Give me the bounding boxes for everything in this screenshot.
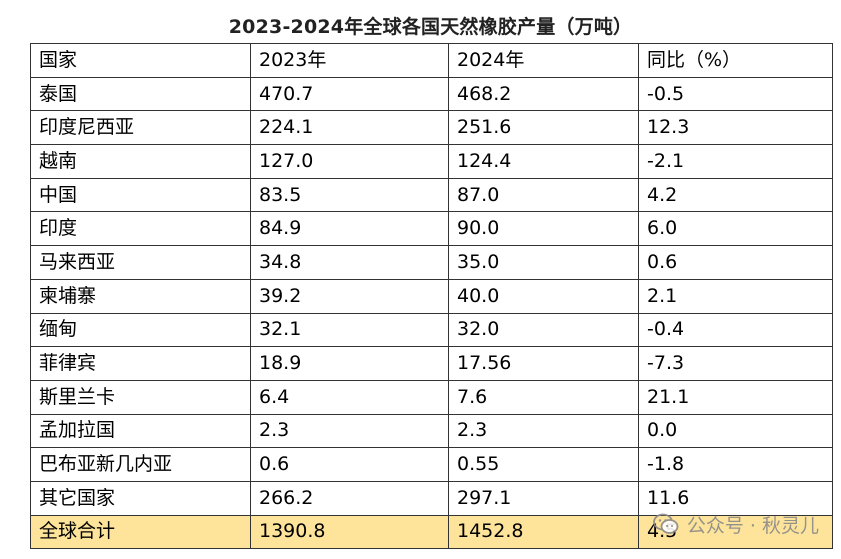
watermark: 公众号 · 秋灵儿 — [652, 510, 819, 538]
cell-year-2023: 127.0 — [250, 144, 449, 179]
cell-year-2023: 2.3 — [250, 413, 449, 449]
table-row: 马来西亚 34.8 35.0 0.6 — [30, 245, 833, 280]
cell-country: 印度尼西亚 — [30, 110, 251, 146]
table-row: 斯里兰卡 6.4 7.6 21.1 — [30, 379, 833, 415]
cell-country: 马来西亚 — [30, 245, 251, 280]
cell-country: 中国 — [30, 177, 251, 213]
cell-country: 越南 — [30, 144, 251, 179]
cell-yoy-change: 6.0 — [638, 211, 833, 247]
cell-yoy-change: -1.8 — [638, 447, 833, 482]
cell-year-2023: 2023年 — [250, 43, 449, 78]
cell-yoy-change: 11.6 — [638, 480, 833, 516]
cell-year-2023: 83.5 — [250, 177, 449, 213]
table-header-row: 国家 2023年 2024年 同比（%） — [30, 43, 833, 78]
cell-country: 缅甸 — [30, 312, 251, 348]
cell-yoy-change: 12.3 — [638, 110, 833, 146]
table-row: 巴布亚新几内亚 0.6 0.55 -1.8 — [30, 447, 833, 482]
cell-year-2024: 2.3 — [448, 413, 639, 449]
cell-year-2023: 266.2 — [250, 480, 449, 516]
production-table: 国家 2023年 2024年 同比（%） 泰国 470.7 468.2 -0.5 印度尼西亚 22… — [30, 43, 833, 550]
table-total-row: 全球合计 1390.8 1452.8 4.5 — [30, 514, 833, 550]
cell-year-2023: 34.8 — [250, 245, 449, 280]
cell-year-2024: 87.0 — [448, 177, 639, 213]
cell-year-2024: 90.0 — [448, 211, 639, 247]
cell-yoy-change: 同比（%） — [638, 43, 833, 78]
table-row: 柬埔寨 39.2 40.0 2.1 — [30, 278, 833, 314]
cell-yoy-change: -2.1 — [638, 144, 833, 179]
cell-year-2023: 84.9 — [250, 211, 449, 247]
table-row: 印度 84.9 90.0 6.0 — [30, 211, 833, 247]
wechat-icon — [652, 513, 679, 534]
cell-year-2023: 18.9 — [250, 346, 449, 381]
cell-year-2024: 297.1 — [448, 480, 639, 516]
table-row: 中国 83.5 87.0 4.2 — [30, 177, 833, 213]
table-row: 孟加拉国 2.3 2.3 0.0 — [30, 413, 833, 449]
cell-country: 孟加拉国 — [30, 413, 251, 449]
cell-country: 斯里兰卡 — [30, 379, 251, 415]
cell-yoy-change: -7.3 — [638, 346, 833, 381]
table-row: 其它国家 266.2 297.1 11.6 — [30, 480, 833, 516]
cell-year-2023: 32.1 — [250, 312, 449, 348]
cell-country: 柬埔寨 — [30, 278, 251, 314]
cell-year-2024: 468.2 — [448, 76, 639, 112]
cell-year-2024: 124.4 — [448, 144, 639, 179]
table-row: 缅甸 32.1 32.0 -0.4 — [30, 312, 833, 348]
watermark-text: 公众号 · 秋灵儿 — [686, 514, 819, 537]
cell-country: 国家 — [30, 43, 251, 78]
cell-yoy-change: -0.4 — [638, 312, 833, 348]
cell-yoy-change: -0.5 — [638, 76, 833, 112]
page-title: 2023-2024年全球各国天然橡胶产量（万吨） — [228, 16, 633, 38]
table-row: 印度尼西亚 224.1 251.6 12.3 — [30, 110, 833, 146]
cell-yoy-change: 4.2 — [638, 177, 833, 213]
cell-year-2023: 39.2 — [250, 278, 449, 314]
cell-year-2024: 17.56 — [448, 346, 639, 381]
cell-country: 泰国 — [30, 76, 251, 112]
cell-yoy-change: 2.1 — [638, 278, 833, 314]
table-row: 菲律宾 18.9 17.56 -7.3 — [30, 346, 833, 381]
cell-country: 菲律宾 — [30, 346, 251, 381]
cell-country: 全球合计 — [30, 514, 251, 550]
cell-yoy-change: 21.1 — [638, 379, 833, 415]
cell-year-2024: 1452.8 — [448, 514, 639, 550]
cell-country: 印度 — [30, 211, 251, 247]
cell-year-2023: 6.4 — [250, 379, 449, 415]
table-row: 泰国 470.7 468.2 -0.5 — [30, 76, 833, 112]
cell-year-2023: 0.6 — [250, 447, 449, 482]
cell-year-2024: 40.0 — [448, 278, 639, 314]
cell-yoy-change: 0.0 — [638, 413, 833, 449]
cell-country: 其它国家 — [30, 480, 251, 516]
cell-year-2023: 470.7 — [250, 76, 449, 112]
cell-year-2024: 0.55 — [448, 447, 639, 482]
cell-year-2023: 1390.8 — [250, 514, 449, 550]
cell-year-2024: 7.6 — [448, 379, 639, 415]
cell-year-2024: 251.6 — [448, 110, 639, 146]
cell-year-2023: 224.1 — [250, 110, 449, 146]
table-row: 越南 127.0 124.4 -2.1 — [30, 144, 833, 179]
cell-year-2024: 35.0 — [448, 245, 639, 280]
cell-year-2024: 2024年 — [448, 43, 639, 78]
cell-yoy-change: 0.6 — [638, 245, 833, 280]
cell-year-2024: 32.0 — [448, 312, 639, 348]
cell-country: 巴布亚新几内亚 — [30, 447, 251, 482]
